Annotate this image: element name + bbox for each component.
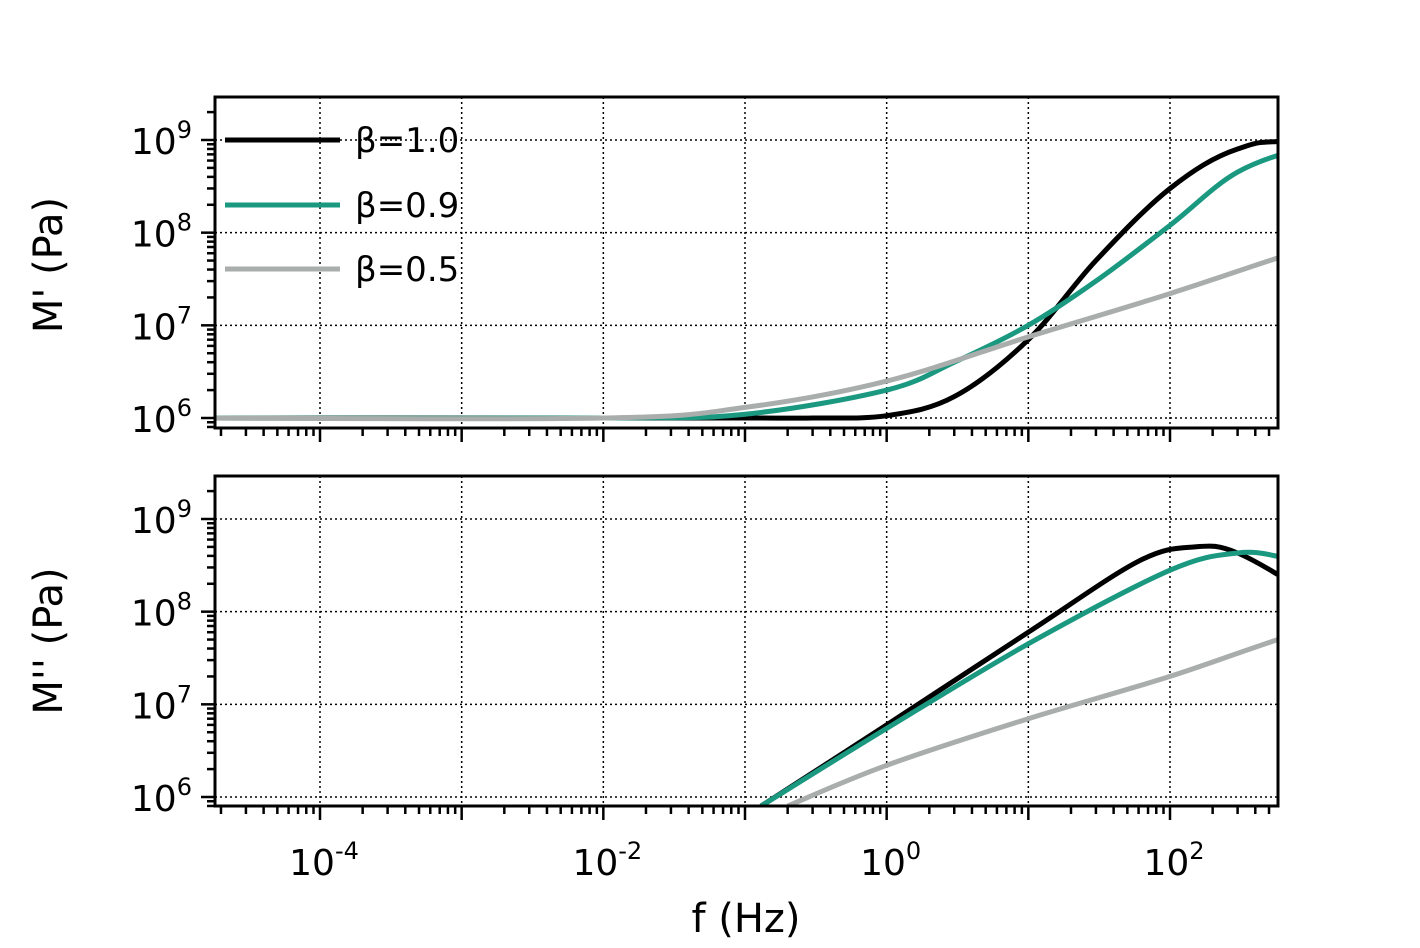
series-line-1 <box>759 543 1278 806</box>
y-tick-label: 109 <box>131 116 192 163</box>
x-tick-label: 10-2 <box>572 837 642 884</box>
series-line-2 <box>759 549 1278 806</box>
x-tick-label: 10-4 <box>289 837 359 884</box>
plot-frame <box>213 474 1280 808</box>
y-tick-label: 108 <box>131 209 192 256</box>
y-tick-label: 107 <box>131 301 192 348</box>
legend: β=1.0 β=0.9 β=0.5 <box>225 121 459 290</box>
y-tick-label: 107 <box>131 680 192 727</box>
top-panel: 106 107 108 109 M' (Pa) β=1.0 β=0.9 β=0.5 <box>26 95 1280 442</box>
y-tick-label: 108 <box>131 588 192 635</box>
x-tick-label: 102 <box>1143 837 1204 884</box>
legend-label-1: β=1.0 <box>355 121 459 161</box>
x-tick-label: 100 <box>860 837 921 884</box>
y-tick-label: 109 <box>131 495 192 542</box>
y-tick-label: 106 <box>131 773 192 820</box>
legend-label-3: β=0.5 <box>355 250 459 290</box>
y-axis-label: M' (Pa) <box>26 197 72 333</box>
y-tick-label: 106 <box>131 394 192 441</box>
series-line-3 <box>215 255 1278 422</box>
legend-label-2: β=0.9 <box>355 186 459 226</box>
x-axis-label: f (Hz) <box>691 896 800 942</box>
plot-frame <box>213 95 1280 430</box>
series-line-3 <box>786 636 1278 806</box>
y-axis-label: M'' (Pa) <box>26 567 72 714</box>
